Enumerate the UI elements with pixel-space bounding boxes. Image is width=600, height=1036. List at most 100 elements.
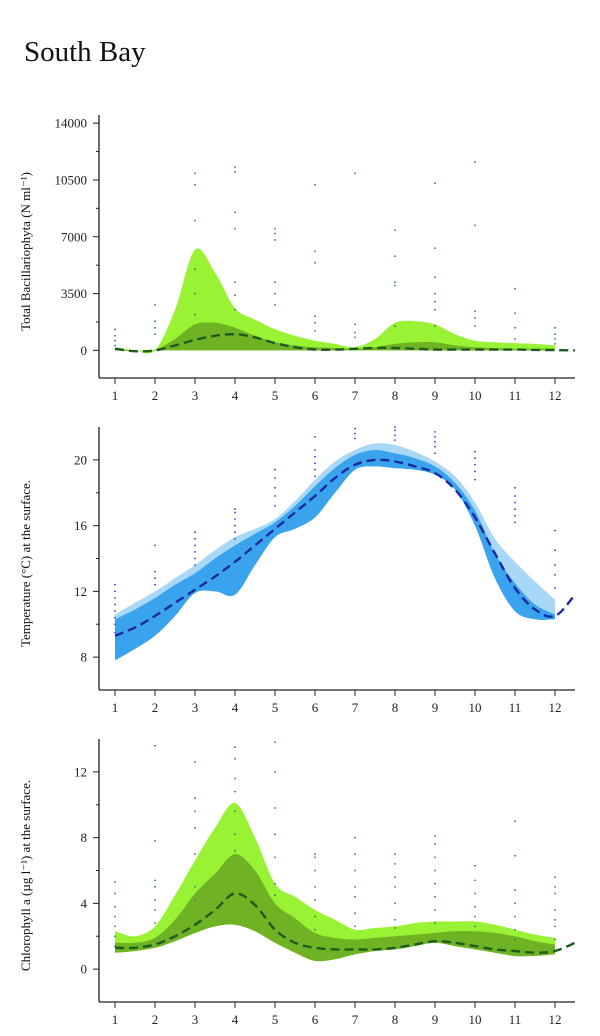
temperature-dot [234,511,236,514]
bacillariophyta-dot [434,325,436,327]
chlorophyll-dot [554,918,556,921]
chlorophyll-dot [234,810,236,813]
chlorophyll-dot [554,876,556,878]
chlorophyll-dot [354,836,356,839]
bacillariophyta-x-tick-label: 3 [192,388,199,403]
temperature-dot [554,529,556,532]
temperature-dot [354,427,356,430]
chlorophyll-dot [274,833,276,836]
chlorophyll-dot [314,869,316,872]
bacillariophyta-x-tick-label: 5 [272,388,279,403]
temperature-dot [554,587,556,589]
bacillariophyta-dot [554,333,556,336]
temperature-dot [194,544,196,547]
temperature-dot [194,557,196,560]
chlorophyll-dot [514,854,516,857]
bacillariophyta-dot [434,300,436,303]
bacillariophyta-dot [354,323,356,326]
temperature-x-tick-label: 11 [509,700,522,715]
bacillariophyta-dot [114,334,116,337]
chlorophyll-dot [354,886,356,888]
page-title: South Bay [24,36,146,68]
temperature-dot [394,434,396,437]
temperature-dot [234,537,236,540]
bacillariophyta-dot [394,255,396,258]
bacillariophyta-dot [114,344,116,347]
bacillariophyta-dot [154,304,156,306]
temperature-dot [274,495,276,497]
chlorophyll-dot [514,915,516,918]
temperature-dot [194,537,196,540]
chlorophyll-dot [194,899,196,901]
temperature-y-tick-label: 8 [81,650,88,665]
bacillariophyta-dot [314,315,316,318]
chlorophyll-dot [314,899,316,901]
bacillariophyta-dot [434,292,436,295]
chlorophyll-dot [554,892,556,895]
bacillariophyta-dot [234,166,236,168]
bacillariophyta-dot [194,172,196,175]
temperature-dot [154,583,156,586]
chlorophyll-dot [514,902,516,905]
chlorophyll-dot [394,886,396,888]
bacillariophyta-x-tick-label: 11 [509,388,522,403]
chlorophyll-dot [554,925,556,928]
temperature-y-axis-label: Temperature (°C) at the surface. [18,480,33,647]
temperature-dot [434,440,436,443]
bacillariophyta-dot [234,211,236,214]
bacillariophyta-dot [274,239,276,241]
bacillariophyta-x-tick-label: 4 [232,388,239,403]
chlorophyll-dot [474,864,476,867]
temperature-dot [154,544,156,547]
temperature-dot [314,462,316,465]
temperature-dot [554,574,556,576]
chlorophyll-dot [434,895,436,898]
bacillariophyta-dot [194,183,196,186]
chlorophyll-dot [114,945,116,947]
chlorophyll-dot [434,856,436,859]
temperature-dot [274,468,276,471]
chlorophyll-dot [394,853,396,855]
bacillariophyta-dot [474,224,476,227]
bacillariophyta-x-tick-label: 7 [352,388,359,403]
chlorophyll-dot [154,886,156,888]
bacillariophyta-dot [194,292,196,295]
chlorophyll-dot [234,757,236,760]
bacillariophyta-x-tick-label: 1 [112,388,119,403]
temperature-x-tick-label: 8 [392,700,399,715]
bacillariophyta-median-line [114,332,576,353]
temperature-dot [234,531,236,534]
temperature-dot [114,583,116,586]
temperature-median-line [114,458,576,637]
temperature-x-tick-label: 6 [312,700,319,715]
temperature-dot [234,524,236,527]
bacillariophyta-dot [314,261,316,264]
temperature-dot [114,603,116,606]
bacillariophyta-dot [314,321,316,324]
chlorophyll-dot [114,892,116,895]
bacillariophyta-dot [274,292,276,295]
bacillariophyta-dot [354,336,356,339]
bacillariophyta-dot [234,227,236,230]
chlorophyll-dot [514,820,516,823]
chlorophyll-dot [234,833,236,836]
chlorophyll-x-tick-label: 11 [509,1012,522,1027]
temperature-dot [434,436,436,438]
chlorophyll-x-tick-label: 12 [549,1012,562,1027]
temperature-dot [194,531,196,534]
chlorophyll-dot [194,797,196,800]
bacillariophyta-dot [434,182,436,185]
temperature-dot [474,478,476,481]
temperature-dot [434,452,436,455]
chlorophyll-dot [154,744,156,747]
chlorophyll-y-tick-label: 4 [81,896,88,911]
chlorophyll-dot [554,886,556,888]
chlorophyll-x-tick-label: 3 [192,1012,199,1027]
chlorophyll-x-tick-label: 8 [392,1012,399,1027]
temperature-dot [234,518,236,520]
bacillariophyta-dot [314,330,316,332]
chlorophyll-dot [474,892,476,895]
temperature-dot [474,470,476,473]
chlorophyll-dot [314,853,316,855]
temperature-dot [154,577,156,580]
